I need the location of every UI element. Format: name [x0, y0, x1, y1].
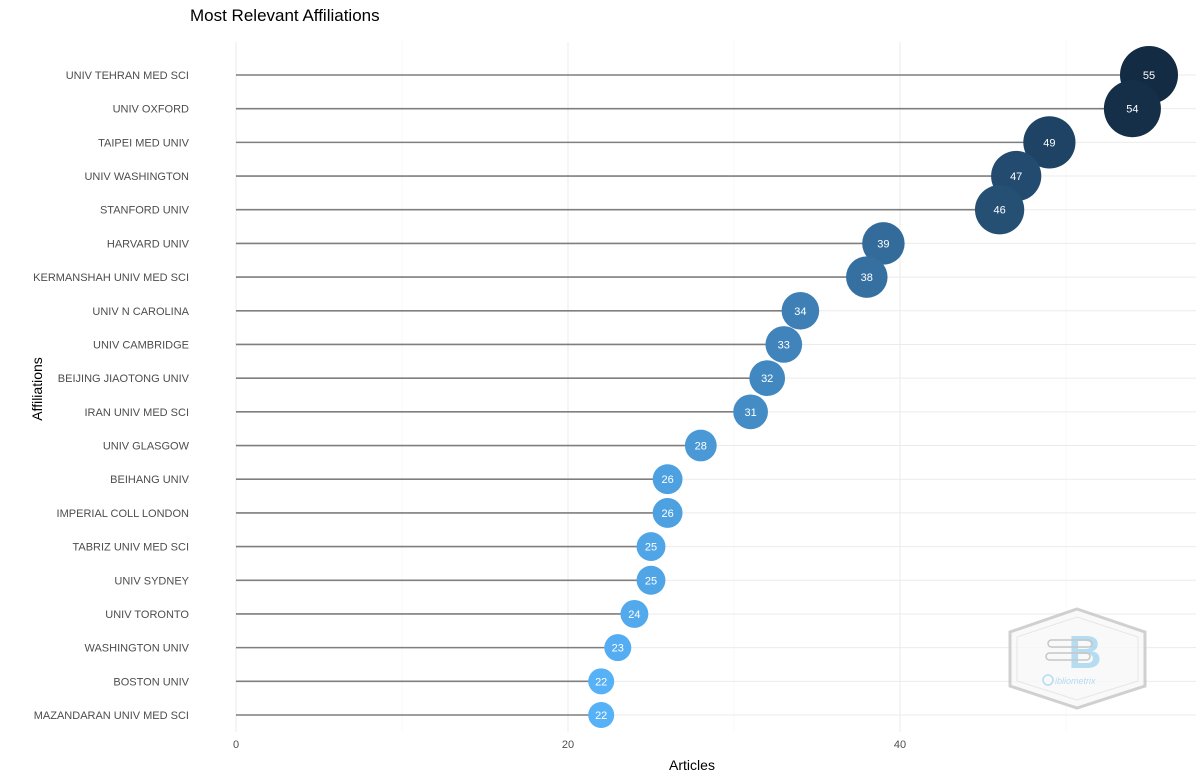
lollipop-point	[862, 222, 905, 265]
lollipop-point	[636, 565, 666, 595]
lollipop-point	[1023, 116, 1076, 169]
value-label: 32	[761, 373, 773, 385]
lollipop-point	[636, 532, 666, 562]
value-label: 46	[993, 205, 1005, 217]
category-label: UNIV OXFORD	[113, 104, 189, 116]
category-label: UNIV CAMBRIDGE	[93, 339, 189, 351]
category-label: BOSTON UNIV	[113, 676, 189, 688]
lollipop-point	[652, 497, 683, 528]
category-label: TAIPEI MED UNIV	[98, 137, 190, 149]
category-label: UNIV SYDNEY	[114, 575, 189, 587]
lollipop-point	[1103, 80, 1161, 138]
category-label: STANFORD UNIV	[100, 205, 190, 217]
x-axis-title: Articles	[669, 757, 715, 773]
svg-text:ibliometrix: ibliometrix	[1055, 676, 1096, 686]
value-label: 54	[1126, 104, 1138, 116]
lollipop-heads: 55 54 49 47 46 39 38 34 33 32 31 28 26 26 25 25 24 23 22 22	[588, 46, 1178, 728]
lollipop-point	[765, 326, 803, 363]
category-label: IRAN UNIV MED SCI	[84, 407, 189, 419]
value-label: 55	[1143, 70, 1155, 82]
category-label: UNIV TORONTO	[105, 609, 189, 621]
value-label: 23	[612, 643, 624, 655]
category-label: IMPERIAL COLL LONDON	[57, 508, 189, 520]
lollipop-point	[974, 185, 1025, 235]
lollipop-point	[846, 256, 888, 298]
value-label: 25	[645, 542, 657, 554]
lollipop-point	[733, 394, 768, 430]
lollipop-point	[652, 464, 683, 495]
category-label: UNIV N CAROLINA	[92, 306, 189, 318]
value-label: 26	[661, 508, 673, 520]
lollipop-point	[620, 599, 649, 628]
category-label: BEIHANG UNIV	[110, 474, 190, 486]
svg-text:B: B	[1068, 626, 1101, 678]
bibliometrix-logo: B ibliometrix	[1008, 607, 1147, 710]
value-label: 22	[595, 710, 607, 722]
category-label: BEIJING JIAOTONG UNIV	[58, 373, 190, 385]
category-label: UNIV GLASGOW	[103, 441, 190, 453]
category-label: UNIV TEHRAN MED SCI	[66, 70, 189, 82]
x-tick-label: 20	[562, 739, 574, 751]
value-label: 26	[661, 474, 673, 486]
category-label: HARVARD UNIV	[107, 238, 190, 250]
category-label: MAZANDARAN UNIV MED SCI	[34, 710, 189, 722]
value-label: 28	[695, 441, 707, 453]
x-tick-label: 0	[233, 739, 239, 751]
value-label: 39	[877, 238, 889, 250]
category-labels: UNIV TEHRAN MED SCI UNIV OXFORD TAIPEI MED…	[33, 70, 190, 722]
lollipop-point	[604, 634, 632, 662]
value-label: 25	[645, 575, 657, 587]
category-label: UNIV WASHINGTON	[84, 171, 189, 183]
category-label: TABRIZ UNIV MED SCI	[72, 542, 189, 554]
value-label: 22	[595, 676, 607, 688]
x-tick-label: 40	[894, 739, 906, 751]
lollipop-point	[684, 429, 717, 462]
value-label: 24	[628, 609, 640, 621]
y-axis-title: Affiliations	[29, 357, 45, 421]
lollipop-point	[781, 291, 820, 330]
category-label: KERMANSHAH UNIV MED SCI	[33, 272, 189, 284]
value-label: 38	[861, 272, 873, 284]
lollipop-stems	[236, 74, 1149, 716]
value-label: 49	[1043, 137, 1055, 149]
value-label: 31	[744, 407, 756, 419]
lollipop-point	[749, 360, 786, 397]
value-label: 33	[778, 339, 790, 351]
lollipop-point	[588, 668, 615, 695]
x-tick-labels: 0 20 40	[233, 739, 906, 751]
chart-title: Most Relevant Affiliations	[190, 6, 380, 25]
category-label: WASHINGTON UNIV	[84, 643, 189, 655]
value-label: 34	[794, 306, 806, 318]
lollipop-point	[588, 702, 615, 728]
value-label: 47	[1010, 171, 1022, 183]
